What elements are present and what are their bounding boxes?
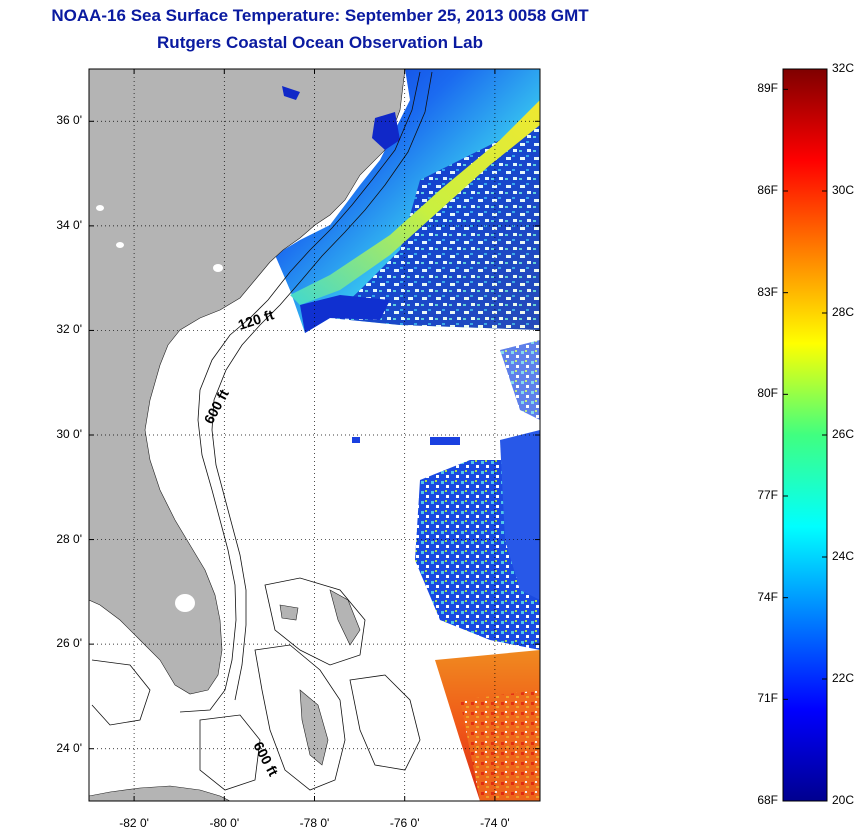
lat-tick-label: 34 0' <box>56 217 82 232</box>
fahrenheit-tick-label: 80F <box>757 386 778 401</box>
fahrenheit-tick-label: 89F <box>757 81 778 96</box>
fahrenheit-tick-label: 68F <box>757 793 778 807</box>
lat-tick-label: 26 0' <box>56 636 82 651</box>
celsius-tick-label: 20C <box>832 793 855 807</box>
lon-tick-label: -78 0' <box>299 816 330 830</box>
map-plot-area <box>89 69 540 801</box>
celsius-tick-label: 26C <box>832 427 855 441</box>
colorbar-ticks <box>783 68 827 802</box>
celsius-tick-label: 30C <box>832 183 855 197</box>
lat-tick-label: 32 0' <box>56 322 82 337</box>
celsius-tick-label: 24C <box>832 549 855 563</box>
colorbar-gradient <box>782 68 828 802</box>
map-subtitle: Rutgers Coastal Ocean Observation Lab <box>157 33 483 52</box>
celsius-tick-label: 22C <box>832 671 855 685</box>
lon-tick-label: -76 0' <box>389 816 420 830</box>
sst-swath <box>275 69 540 801</box>
lat-tick-label: 28 0' <box>56 531 82 546</box>
lat-tick-label: 30 0' <box>56 427 82 441</box>
land <box>89 69 406 801</box>
bathymetry-contours <box>91 71 433 791</box>
fahrenheit-tick-label: 74F <box>757 589 778 604</box>
lat-tick-label: 24 0' <box>56 740 82 755</box>
fahrenheit-tick-label: 77F <box>757 488 778 502</box>
lon-tick-label: -82 0' <box>119 816 149 830</box>
lon-tick-label: -80 0' <box>209 816 240 830</box>
axis-ticks <box>89 69 540 801</box>
lat-tick-label: 36 0' <box>56 113 82 128</box>
fahrenheit-tick-label: 83F <box>757 284 778 299</box>
lakes <box>96 205 223 612</box>
celsius-tick-label: 32C <box>832 61 855 75</box>
celsius-tick-label: 28C <box>832 305 855 319</box>
lon-tick-label: -74 0' <box>480 816 510 830</box>
fahrenheit-tick-label: 86F <box>757 183 778 197</box>
map-title: NOAA-16 Sea Surface Temperature: Septemb… <box>51 6 589 25</box>
fahrenheit-tick-label: 71F <box>757 691 778 706</box>
